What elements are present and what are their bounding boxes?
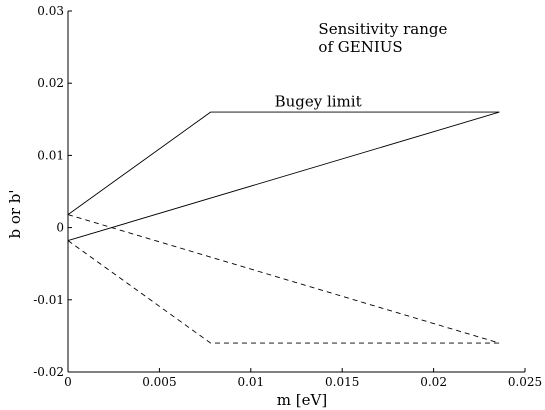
series-layer xyxy=(67,111,500,344)
x-tick-label: 0.01 xyxy=(237,375,264,389)
y-axis-ticks: -0.02 -0.01 0 0.01 0.02 0.03 xyxy=(33,4,72,379)
solid-series-line-2 xyxy=(67,111,500,242)
x-axis-label: m [eV] xyxy=(277,391,327,409)
annotation-text: Sensitivity range xyxy=(318,20,447,38)
y-tick-label: 0 xyxy=(56,221,64,235)
annotation-text: Bugey limit xyxy=(275,92,362,110)
y-axis-label: b or b' xyxy=(6,189,24,238)
x-tick-label: 0.005 xyxy=(142,375,176,389)
dashed-series-line-4 xyxy=(67,240,500,344)
x-tick-label: 0.015 xyxy=(325,375,359,389)
x-axis-ticks: 0 0.005 0.01 0.015 0.02 0.025 xyxy=(64,368,542,389)
solid-series-line-1 xyxy=(67,111,500,215)
y-tick-label: 0.01 xyxy=(37,148,64,162)
dashed-series-line-3 xyxy=(67,214,500,344)
annotation-text: of GENIUS xyxy=(318,38,402,56)
x-tick-label: 0.025 xyxy=(508,375,542,389)
y-tick-label: -0.02 xyxy=(33,365,64,379)
x-tick-label: 0 xyxy=(64,375,72,389)
x-tick-label: 0.02 xyxy=(420,375,447,389)
y-tick-label: 0.02 xyxy=(37,76,64,90)
y-tick-label: -0.01 xyxy=(33,293,64,307)
y-tick-label: 0.03 xyxy=(37,4,64,18)
plot-area xyxy=(67,11,525,373)
